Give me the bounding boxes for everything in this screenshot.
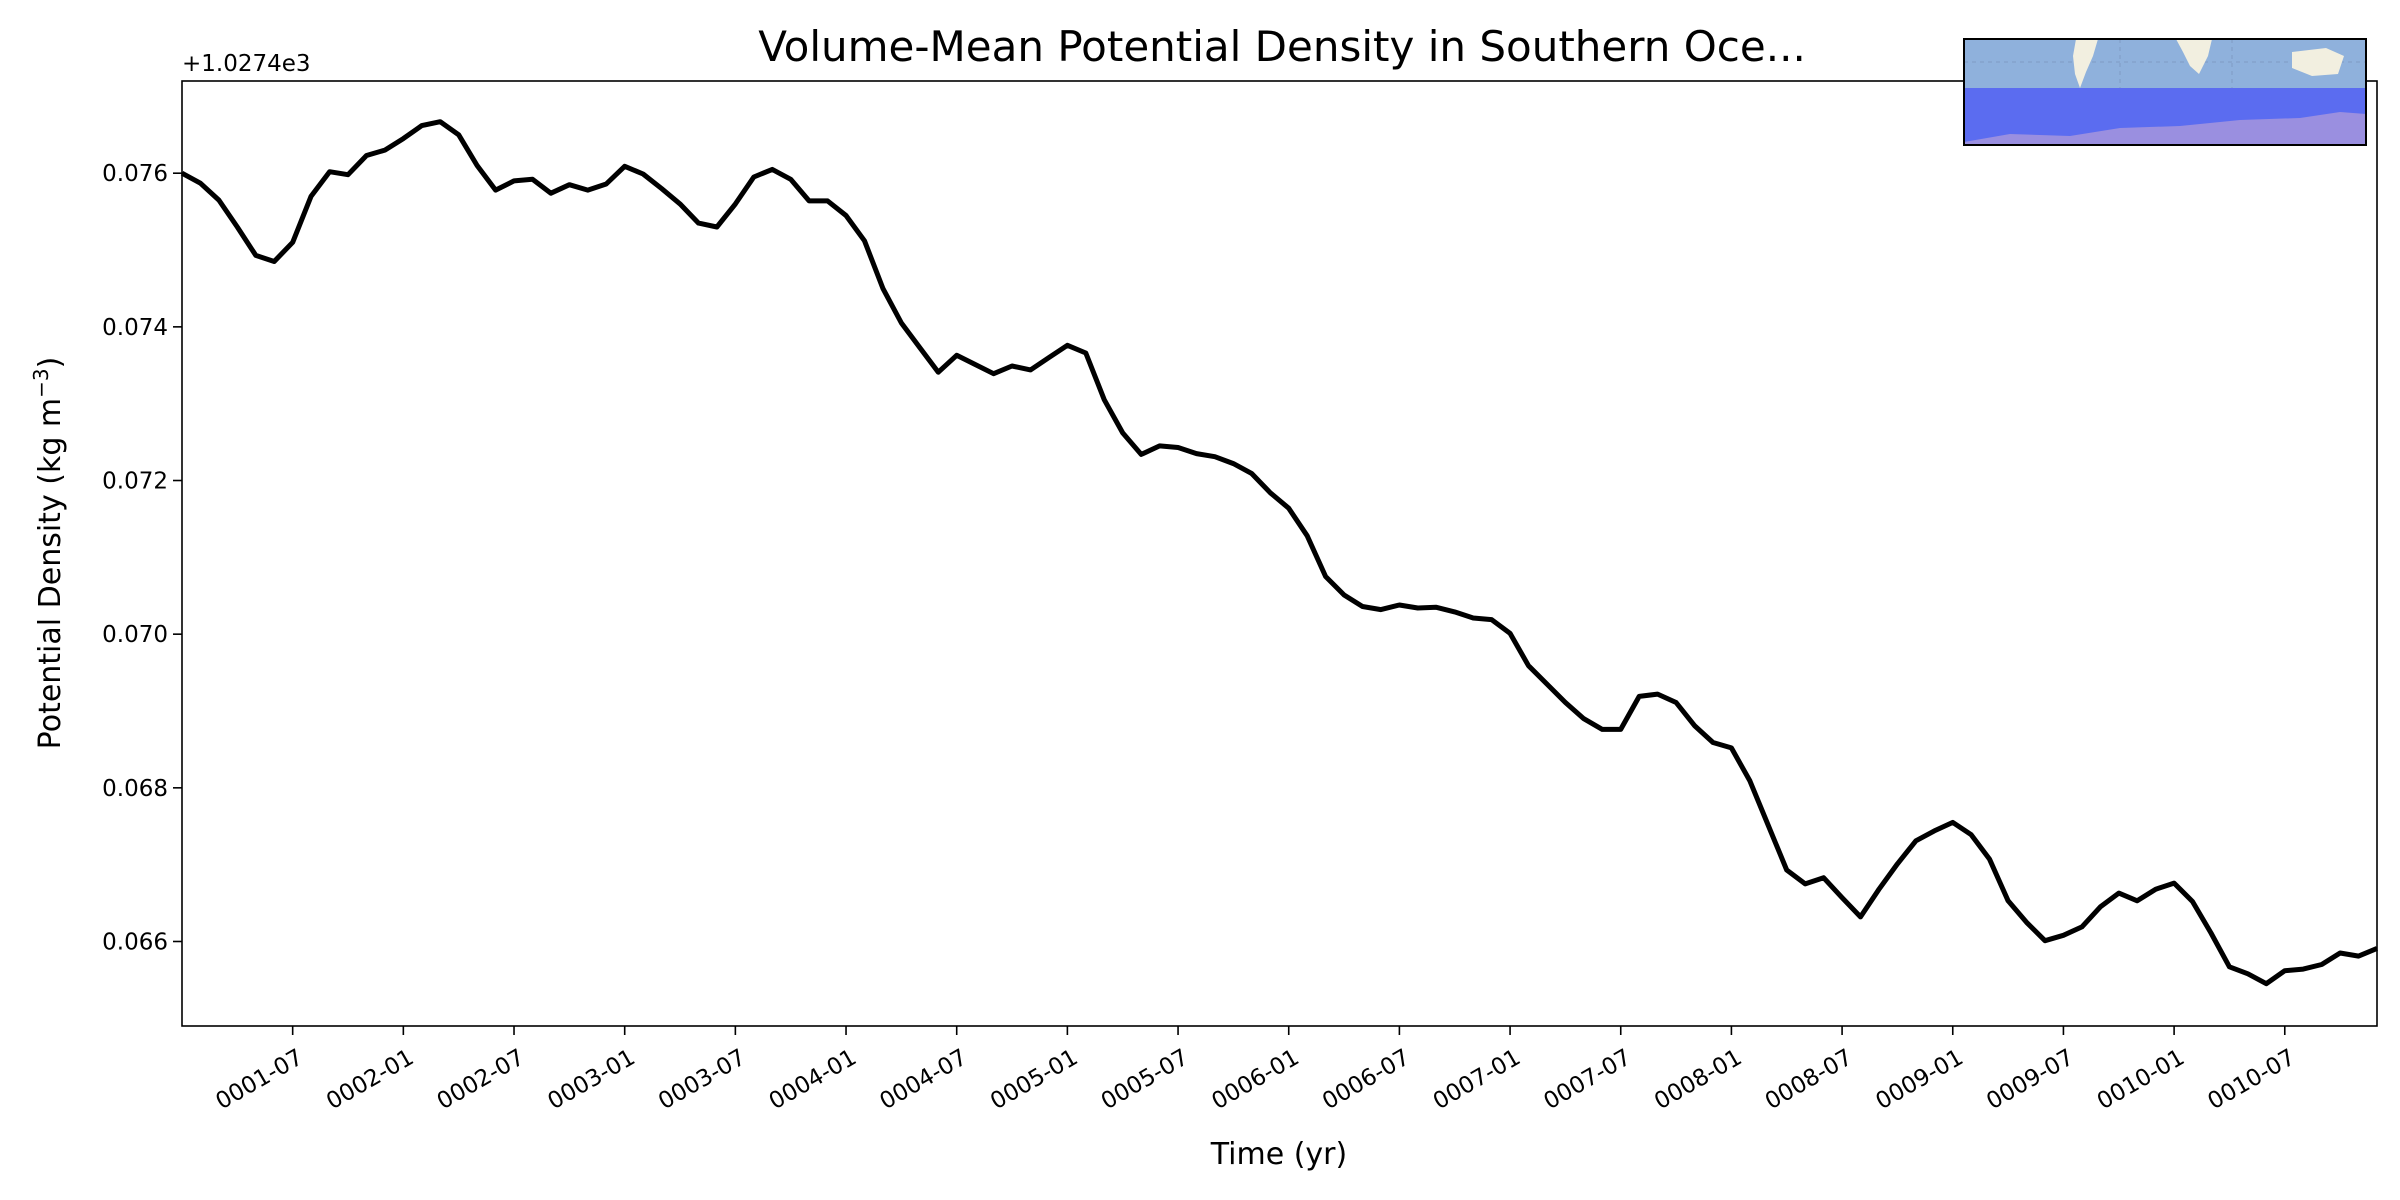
series-layer (180, 119, 2378, 987)
y-tick-label: 0.076 (102, 161, 168, 187)
inset-map-australia (2292, 48, 2344, 76)
x-axis-label: Time (yr) (1210, 1137, 1347, 1172)
inset-map-antarctica (1964, 112, 2366, 145)
inset-map-border (1963, 38, 2367, 146)
y-tick-label: 0.068 (102, 776, 168, 802)
inset-map-africa (2176, 39, 2212, 74)
plot-area-frame (181, 80, 2378, 1027)
y-axis-label-exponent: −3 (29, 368, 53, 397)
y-tick-label: 0.066 (102, 929, 168, 955)
y-tick-label: 0.074 (102, 315, 168, 341)
y-axis-label-close: ) (33, 357, 68, 369)
y-axis-label-text: Potential Density (kg m (33, 398, 68, 749)
y-offset-text: +1.0274e3 (182, 51, 311, 77)
chart-title: Volume-Mean Potential Density in Souther… (758, 22, 1806, 71)
series-line (180, 119, 2378, 987)
inset-map (1963, 38, 2367, 146)
y-tick-label: 0.072 (102, 469, 168, 495)
y-tick-label: 0.070 (102, 622, 168, 648)
y-axis-ticks: 0.066 0.068 0.070 0.072 0.074 0.076 (102, 161, 182, 955)
y-axis-label: Potential Density (kg m−3) (29, 357, 68, 750)
inset-map-south-america (2073, 39, 2098, 88)
